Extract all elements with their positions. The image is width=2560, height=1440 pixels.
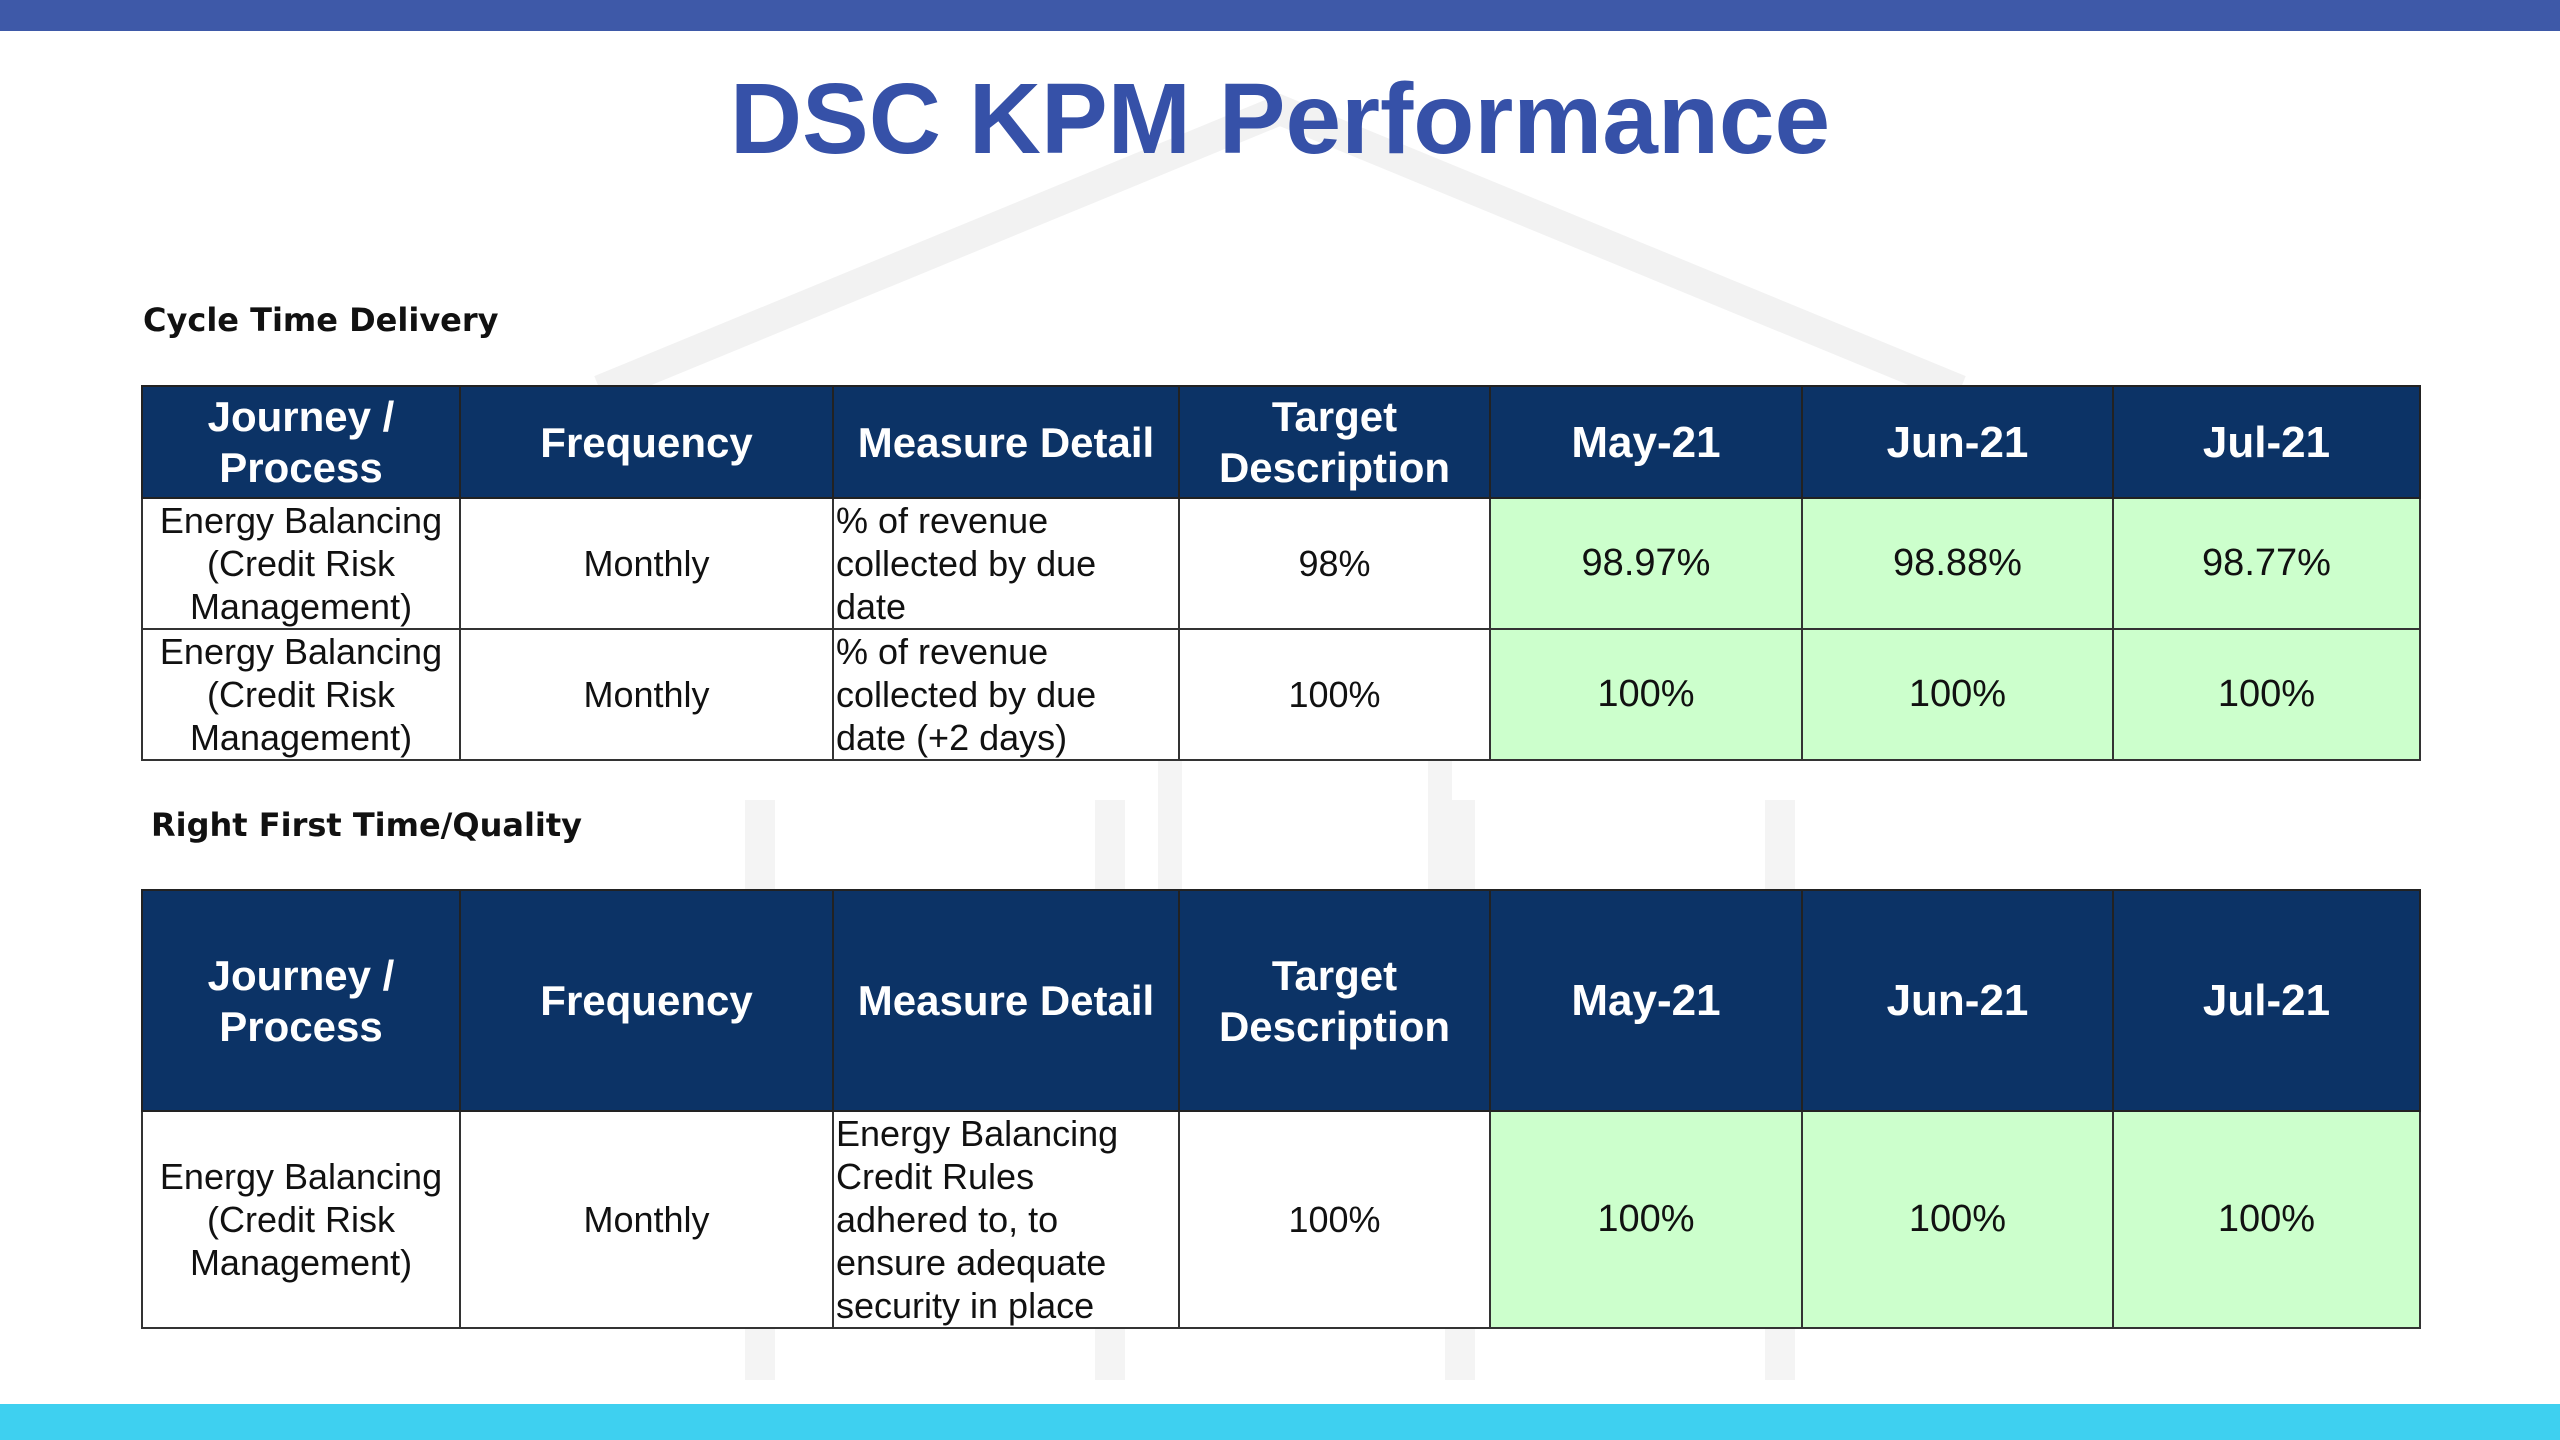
cell-frequency: Monthly xyxy=(459,628,834,761)
bottom-accent-bar xyxy=(0,1404,2560,1440)
cell-measure-detail: % of revenue collected by due date xyxy=(832,497,1180,630)
cell-jun-21: 100% xyxy=(1801,628,2114,761)
cycle-time-table: Journey / Process Frequency Measure Deta… xyxy=(141,385,2421,761)
cell-frequency: Monthly xyxy=(459,1110,834,1329)
cell-journey: Energy Balancing (Credit Risk Management… xyxy=(141,628,461,761)
cell-jun-21: 98.88% xyxy=(1801,497,2114,630)
cell-may-21: 98.97% xyxy=(1489,497,1803,630)
cell-jul-21: 100% xyxy=(2112,628,2421,761)
cell-jun-21: 100% xyxy=(1801,1110,2114,1329)
table-row: Energy Balancing (Credit Risk Management… xyxy=(141,497,2421,630)
cell-jul-21: 98.77% xyxy=(2112,497,2421,630)
header-target-description: Target Description xyxy=(1178,385,1491,499)
table-row: Energy Balancing (Credit Risk Management… xyxy=(141,628,2421,761)
table-header-row: Journey / Process Frequency Measure Deta… xyxy=(141,385,2421,499)
cell-jul-21: 100% xyxy=(2112,1110,2421,1329)
header-jun-21: Jun-21 xyxy=(1801,889,2114,1112)
header-jul-21: Jul-21 xyxy=(2112,385,2421,499)
header-target-description: Target Description xyxy=(1178,889,1491,1112)
cell-target: 100% xyxy=(1178,1110,1491,1329)
table-row: Energy Balancing (Credit Risk Management… xyxy=(141,1110,2421,1329)
header-may-21: May-21 xyxy=(1489,385,1803,499)
section-label-cycle-time: Cycle Time Delivery xyxy=(143,301,499,339)
header-jul-21: Jul-21 xyxy=(2112,889,2421,1112)
cell-journey: Energy Balancing (Credit Risk Management… xyxy=(141,497,461,630)
table-header-row: Journey / Process Frequency Measure Deta… xyxy=(141,889,2421,1112)
top-accent-bar xyxy=(0,0,2560,31)
cell-measure-detail: % of revenue collected by due date (+2 d… xyxy=(832,628,1180,761)
page-title: DSC KPM Performance xyxy=(729,63,1831,175)
header-frequency: Frequency xyxy=(459,889,834,1112)
header-journey: Journey / Process xyxy=(141,889,461,1112)
cell-frequency: Monthly xyxy=(459,497,834,630)
cell-journey: Energy Balancing (Credit Risk Management… xyxy=(141,1110,461,1329)
header-journey: Journey / Process xyxy=(141,385,461,499)
right-first-time-table: Journey / Process Frequency Measure Deta… xyxy=(141,889,2421,1329)
cell-may-21: 100% xyxy=(1489,1110,1803,1329)
cell-target: 98% xyxy=(1178,497,1491,630)
header-frequency: Frequency xyxy=(459,385,834,499)
cell-target: 100% xyxy=(1178,628,1491,761)
header-measure-detail: Measure Detail xyxy=(832,385,1180,499)
header-jun-21: Jun-21 xyxy=(1801,385,2114,499)
section-label-right-first-time: Right First Time/Quality xyxy=(151,806,583,844)
cell-measure-detail: Energy Balancing Credit Rules adhered to… xyxy=(832,1110,1180,1329)
cell-may-21: 100% xyxy=(1489,628,1803,761)
header-may-21: May-21 xyxy=(1489,889,1803,1112)
header-measure-detail: Measure Detail xyxy=(832,889,1180,1112)
